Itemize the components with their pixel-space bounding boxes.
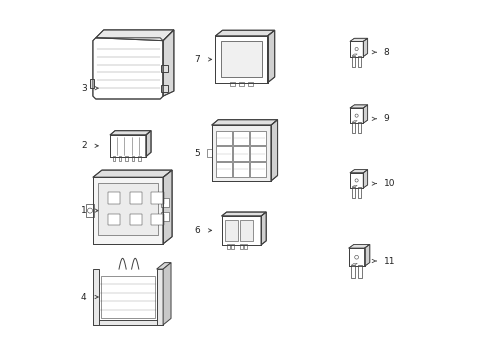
Bar [230, 82, 235, 86]
Bar [233, 162, 249, 177]
Bar [86, 204, 94, 217]
Polygon shape [163, 30, 174, 96]
Bar [239, 82, 244, 86]
Bar [215, 36, 268, 83]
Bar [358, 122, 361, 133]
Polygon shape [215, 30, 275, 36]
Text: 8: 8 [384, 48, 390, 57]
Bar [108, 192, 120, 204]
Bar [119, 156, 121, 161]
Polygon shape [365, 244, 370, 266]
Bar [358, 187, 361, 198]
Bar [207, 149, 213, 157]
Bar [161, 198, 169, 207]
Polygon shape [96, 30, 174, 41]
Text: 2: 2 [81, 141, 87, 150]
Bar [93, 177, 163, 244]
Bar [161, 212, 169, 221]
Polygon shape [271, 120, 277, 181]
Text: 4: 4 [81, 292, 87, 302]
Bar [359, 265, 362, 278]
Bar [93, 269, 99, 325]
Bar [231, 244, 234, 249]
Polygon shape [363, 38, 368, 57]
Polygon shape [221, 212, 266, 216]
Bar [349, 248, 365, 266]
Text: 7: 7 [194, 55, 200, 64]
Polygon shape [110, 131, 151, 135]
Polygon shape [163, 263, 171, 325]
Bar [350, 173, 363, 188]
Bar [352, 187, 355, 198]
Polygon shape [350, 105, 368, 108]
Polygon shape [350, 170, 368, 173]
Bar [157, 269, 163, 325]
Bar [240, 244, 243, 249]
Bar [216, 162, 232, 177]
Bar [352, 122, 355, 133]
Polygon shape [146, 131, 151, 157]
Bar [351, 265, 355, 278]
Bar [108, 213, 120, 225]
Bar [221, 216, 261, 245]
Bar [216, 146, 232, 161]
Polygon shape [352, 121, 357, 122]
Bar [129, 213, 142, 225]
Polygon shape [351, 263, 357, 265]
Bar [129, 192, 142, 204]
Bar [240, 220, 253, 241]
Polygon shape [157, 263, 171, 269]
Bar [248, 82, 252, 86]
Bar [250, 162, 266, 177]
Bar [216, 131, 232, 145]
Text: 9: 9 [384, 114, 390, 123]
Bar [233, 131, 249, 145]
Bar [161, 65, 168, 72]
Bar [93, 320, 163, 325]
Bar [352, 55, 355, 67]
Text: 11: 11 [384, 256, 395, 265]
Polygon shape [163, 170, 172, 244]
Bar [233, 146, 249, 161]
Bar [350, 41, 363, 57]
Text: 5: 5 [194, 149, 200, 158]
Polygon shape [212, 120, 277, 125]
Text: 1: 1 [81, 206, 87, 215]
Bar [245, 244, 247, 249]
Polygon shape [363, 105, 368, 123]
Bar [250, 146, 266, 161]
Bar [98, 183, 158, 235]
Text: 6: 6 [194, 226, 200, 235]
Bar [227, 244, 229, 249]
Text: 3: 3 [81, 84, 87, 93]
Polygon shape [268, 30, 275, 83]
Bar [358, 55, 361, 67]
Polygon shape [363, 170, 368, 188]
Polygon shape [352, 54, 357, 55]
Polygon shape [350, 38, 368, 41]
Bar [110, 135, 146, 157]
Polygon shape [93, 170, 172, 177]
Bar [212, 125, 271, 181]
Polygon shape [349, 244, 370, 248]
Bar [225, 220, 238, 241]
Bar [101, 276, 155, 318]
Bar [139, 156, 141, 161]
Polygon shape [261, 212, 266, 245]
Bar [90, 79, 95, 88]
Bar [132, 156, 134, 161]
Polygon shape [93, 38, 163, 99]
Text: 10: 10 [384, 179, 395, 188]
Bar [220, 41, 262, 77]
Bar [350, 108, 363, 123]
Bar [161, 85, 168, 92]
Bar [125, 156, 127, 161]
Bar [113, 156, 115, 161]
Bar [151, 213, 164, 225]
Bar [250, 131, 266, 145]
Polygon shape [352, 185, 357, 187]
Bar [151, 192, 164, 204]
